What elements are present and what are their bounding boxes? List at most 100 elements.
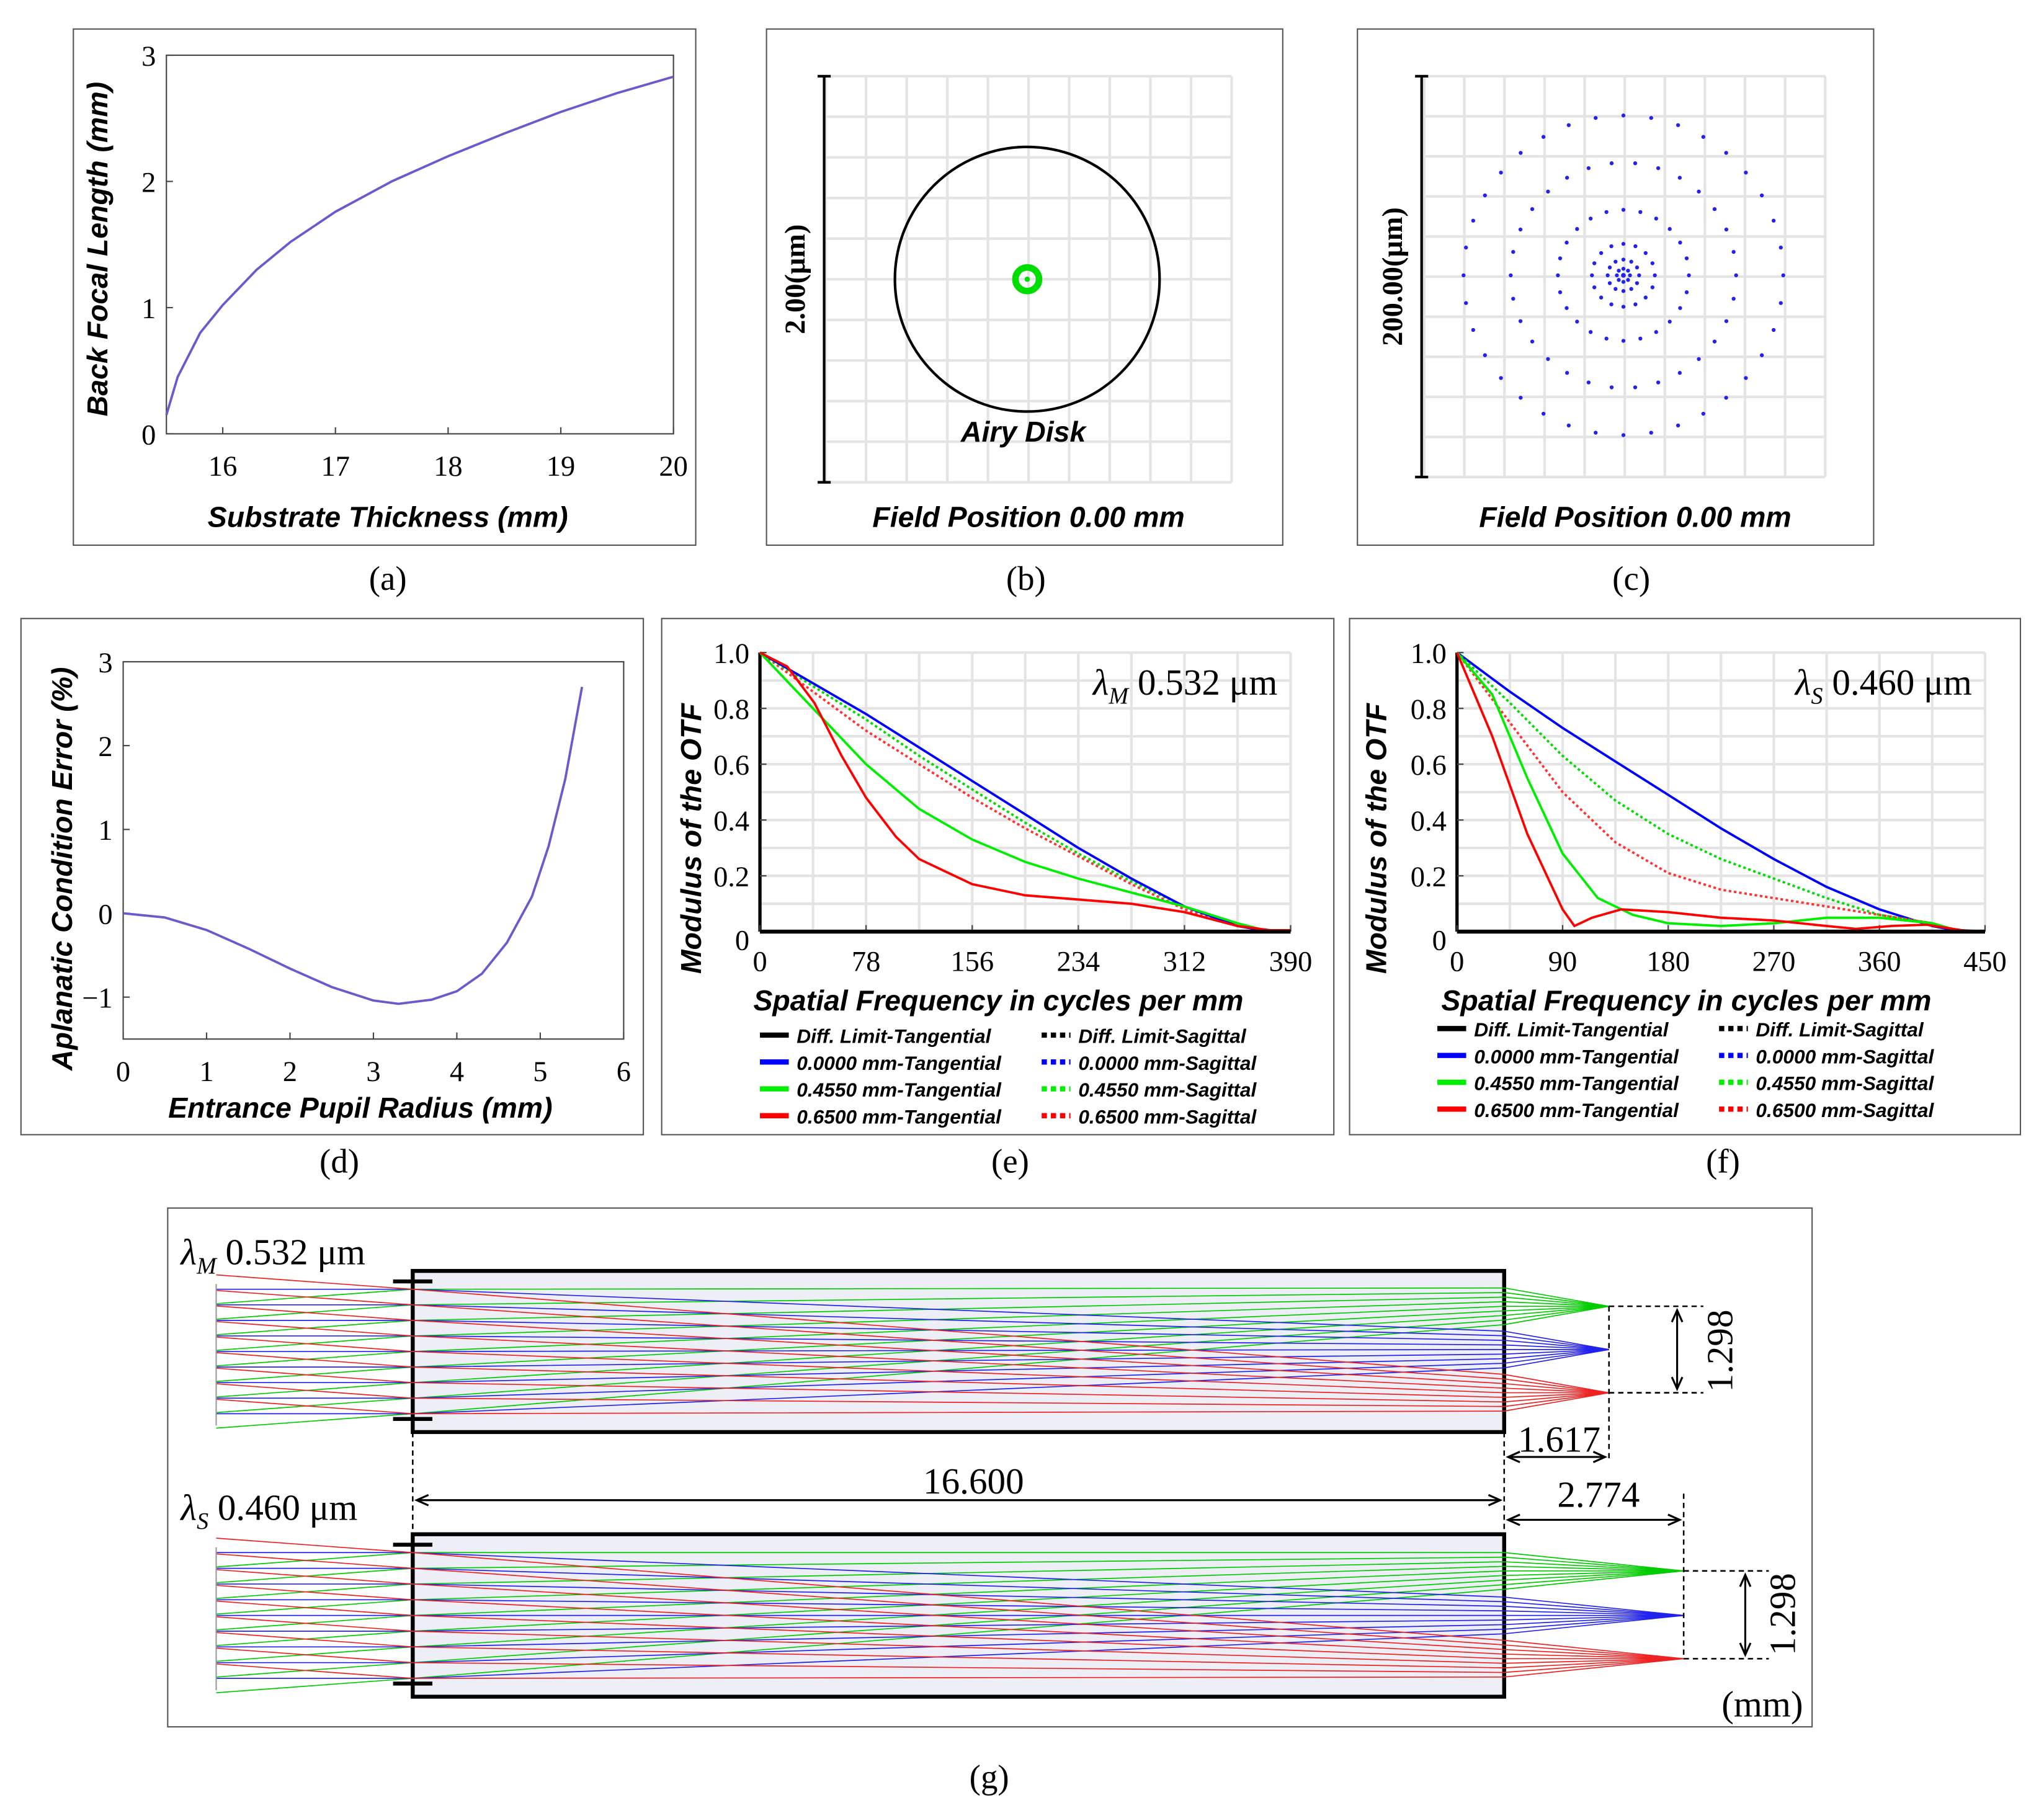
lambda-subscript: M: [196, 1253, 218, 1279]
y-tick-label: 1: [98, 815, 112, 847]
arrowhead: [1671, 1376, 1684, 1392]
spot-dot: [1575, 319, 1579, 324]
legend-label: 0.6500 mm-Sagittal: [1756, 1099, 1934, 1121]
ray: [216, 1306, 1609, 1367]
panel-label-e: (e): [991, 1142, 1029, 1180]
panel-label-b: (b): [1006, 559, 1046, 597]
wavelength-label-bottom: λS 0.460 μm: [179, 1487, 357, 1534]
x-tick-label: 0: [752, 946, 767, 977]
spot-dot: [1464, 245, 1468, 250]
spot-dot: [1621, 257, 1626, 262]
spot-dot: [1564, 371, 1569, 375]
spot-dot: [1546, 357, 1550, 362]
x-tick-label: 18: [434, 451, 462, 483]
dim-height-top-label: 1.298: [1699, 1309, 1740, 1392]
ray: [216, 1352, 1609, 1398]
spot-dot: [1633, 161, 1638, 166]
spot-dot: [1678, 306, 1682, 310]
x-tick-label: 17: [321, 451, 349, 483]
spot-dot: [1564, 306, 1569, 310]
ray: [216, 1335, 1609, 1350]
spot-dot: [1724, 396, 1728, 400]
arrowhead: [1506, 1513, 1520, 1526]
dim-length-label: 16.600: [923, 1461, 1024, 1502]
ray: [216, 1288, 1609, 1350]
y-tick-label: 0.6: [1411, 750, 1447, 781]
chart-a: 16 17 18 19 20 0 1 2 3 Substrate Thickness (mm) Ba…: [81, 41, 688, 533]
spot-dot: [1590, 273, 1594, 278]
ray: [216, 1349, 1609, 1399]
legend-label: Diff. Limit-Tangential: [797, 1025, 991, 1048]
spot-center: [1024, 276, 1030, 282]
spot-dot: [1518, 319, 1523, 323]
spot-dot: [1650, 285, 1654, 290]
y-tick-label: 2: [141, 167, 156, 198]
spot-dot: [1519, 151, 1523, 155]
legend: Diff. Limit-Tangential Diff. Limit-Sagitt…: [1437, 1018, 1934, 1121]
spot-dot: [1613, 287, 1618, 291]
spot-dot: [1499, 376, 1503, 380]
spot-dot: [1483, 353, 1487, 357]
ray: [216, 1305, 1609, 1394]
spot-dot: [1656, 380, 1661, 385]
spot-dot: [1541, 411, 1546, 416]
x-tick-label: 0: [1450, 946, 1464, 977]
spot-dot: [1667, 319, 1672, 324]
legend: Diff. Limit-Tangential Diff. Limit-Sagitt…: [760, 1025, 1257, 1128]
ray: [216, 1349, 1609, 1368]
y-axis-label: Back Focal Length (mm): [81, 82, 114, 416]
ray: [216, 1583, 1684, 1616]
wavelength-annotation: λM 0.532 μm: [1092, 662, 1278, 710]
spot-dot: [1558, 256, 1563, 260]
spot-dot: [1541, 135, 1546, 139]
spot-dot: [1643, 251, 1648, 256]
spot-dot: [1629, 259, 1633, 264]
spot-dot: [1781, 273, 1785, 278]
y-tick-label: 0.8: [713, 694, 749, 726]
ray: [216, 1632, 1684, 1668]
ray: [216, 1306, 1609, 1382]
ray: [216, 1320, 1609, 1350]
spot-dot: [1633, 302, 1638, 306]
legend-label: 0.4550 mm-Sagittal: [1756, 1072, 1934, 1095]
spot-dot: [1621, 208, 1626, 212]
spot-dot: [1626, 278, 1630, 282]
legend-label: Diff. Limit-Sagittal: [1078, 1025, 1247, 1048]
arrowhead: [1488, 1494, 1503, 1507]
legend-label: 0.4550 mm-Sagittal: [1078, 1079, 1257, 1101]
spot-dot: [1712, 339, 1717, 344]
spot-dot: [1744, 171, 1748, 175]
spot-dot: [1649, 115, 1653, 120]
series-line-0-4550-mm-tangential: [759, 651, 1291, 933]
legend-label: 0.0000 mm-Tangential: [1474, 1045, 1679, 1067]
y-tick-label: 0.2: [713, 861, 749, 893]
spot-dot: [1649, 430, 1653, 435]
spot-dot: [1731, 249, 1736, 254]
arrowhead: [1671, 1307, 1684, 1323]
spot-dot: [1519, 396, 1523, 400]
lambda-symbol: λ: [179, 1232, 197, 1273]
dim-bfl-bottom-label: 2.774: [1557, 1474, 1640, 1515]
y-tick-label: 0: [98, 899, 112, 930]
y-axis-label: Aplanatic Condition Error (%): [46, 667, 78, 1071]
arrowhead: [1739, 1642, 1752, 1657]
x-tick-label: 19: [547, 451, 575, 483]
legend-label: 0.6500 mm-Tangential: [1474, 1099, 1679, 1121]
spot-dot: [1586, 380, 1591, 385]
ray: [216, 1570, 1684, 1647]
lambda-symbol: λ: [1794, 662, 1811, 703]
spot-dot: [1594, 430, 1598, 435]
spot-dot: [1633, 385, 1638, 390]
spot-dot: [1530, 207, 1535, 211]
spot-dot: [1654, 330, 1658, 334]
ray: [216, 1614, 1684, 1663]
x-axis-label: Entrance Pupil Radius (mm): [168, 1092, 552, 1124]
spot-dot: [1621, 242, 1626, 246]
legend-label: 0.0000 mm-Tangential: [797, 1052, 1002, 1074]
ray: [216, 1561, 1684, 1600]
spot-dot: [1778, 301, 1783, 305]
wavelength-value: 0.460 μm: [208, 1487, 357, 1528]
plot-area: [166, 54, 674, 435]
unit-label: (mm): [1721, 1683, 1803, 1724]
